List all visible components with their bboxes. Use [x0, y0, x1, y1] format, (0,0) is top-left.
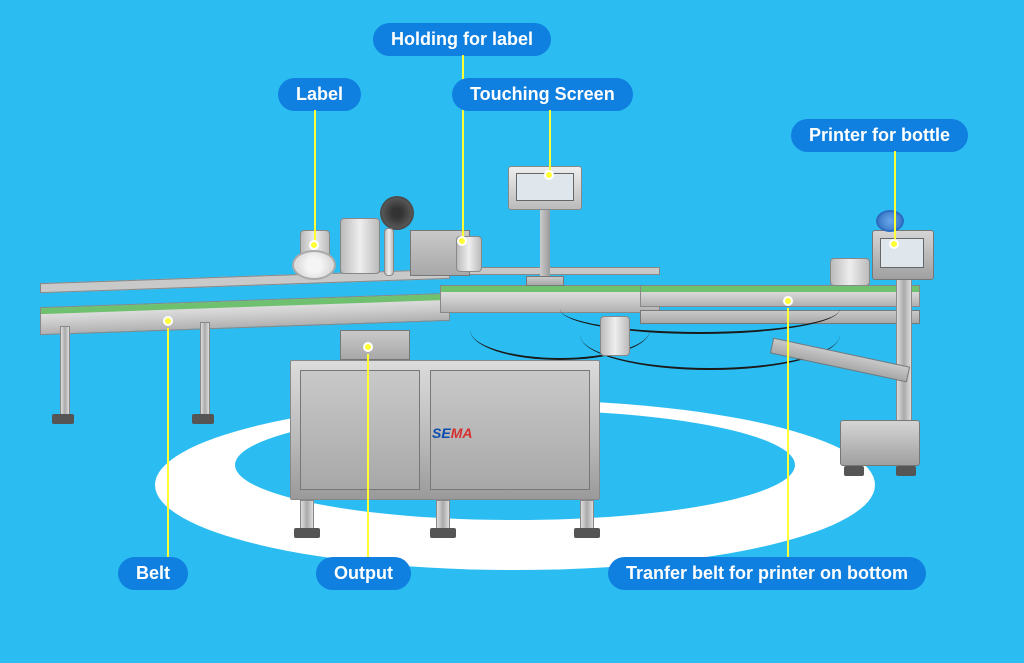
pointer-dot-icon: [544, 170, 554, 180]
conveyor-leg: [60, 326, 70, 416]
callout-transfer-belt: Tranfer belt for printer on bottom: [608, 557, 926, 590]
output-bracket: [340, 330, 410, 360]
brand-prefix: SE: [432, 425, 451, 441]
printer-screen[interactable]: [880, 238, 924, 268]
label-head-block: [340, 218, 380, 274]
conveyor-motor: [830, 258, 870, 286]
label-roll-icon: [292, 250, 336, 280]
cabinet-leg: [580, 500, 594, 530]
printer-foot: [844, 466, 864, 476]
conveyor-foot: [52, 414, 74, 424]
callout-label: Label: [278, 78, 361, 111]
input-conveyor: [40, 293, 450, 335]
pointer-line: [549, 110, 551, 174]
pointer-line: [367, 354, 369, 560]
cabinet-foot: [294, 528, 320, 538]
pointer-line: [787, 308, 789, 560]
pointer-dot-icon: [309, 240, 319, 250]
printer-ribbon-roll-icon: [876, 210, 904, 232]
pointer-dot-icon: [457, 236, 467, 246]
callout-holding-for-label: Holding for label: [373, 23, 551, 56]
pointer-dot-icon: [783, 296, 793, 306]
cabinet-door-left: [300, 370, 420, 490]
pointer-dot-icon: [163, 316, 173, 326]
conveyor-belt-surface: [41, 294, 449, 314]
cabinet-leg: [300, 500, 314, 530]
callout-touching-screen: Touching Screen: [452, 78, 633, 111]
callout-output: Output: [316, 557, 411, 590]
pointer-line: [314, 110, 316, 244]
brand-suffix: MA: [451, 425, 473, 441]
callout-belt: Belt: [118, 557, 188, 590]
brand-logo: SEMA: [432, 425, 472, 441]
conveyor-foot: [192, 414, 214, 424]
cabinet-leg: [436, 500, 450, 530]
cabinet-foot: [430, 528, 456, 538]
conveyor-leg: [200, 322, 210, 416]
pointer-dot-icon: [889, 239, 899, 249]
screen-base: [526, 276, 564, 286]
encoder-unit: [600, 316, 630, 356]
screen-stand: [540, 206, 550, 280]
pointer-dot-icon: [363, 342, 373, 352]
cabinet-foot: [574, 528, 600, 538]
pointer-line: [894, 151, 896, 243]
adjust-post: [384, 228, 394, 276]
printer-base-box: [840, 420, 920, 466]
callout-printer-for-bottle: Printer for bottle: [791, 119, 968, 152]
pointer-line: [167, 328, 169, 560]
adjust-wheel-icon: [380, 196, 414, 230]
printer-foot: [896, 466, 916, 476]
